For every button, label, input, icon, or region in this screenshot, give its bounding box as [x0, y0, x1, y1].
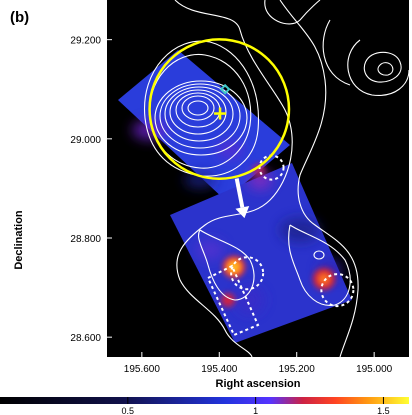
- x-axis-label: Right ascension: [216, 378, 301, 390]
- y-axis: 29.200 29.000 28.800 28.600: [70, 36, 112, 344]
- contours: [144, 0, 409, 357]
- x-tick-label: 195.000: [356, 364, 393, 375]
- contour: [377, 62, 394, 76]
- contour: [164, 86, 234, 142]
- contour: [181, 95, 215, 121]
- offset-arrow: [234, 178, 250, 219]
- contour: [174, 0, 293, 357]
- contour: [313, 250, 325, 260]
- contour: [363, 51, 402, 83]
- y-tick-label: 28.800: [70, 234, 101, 245]
- colorbar-tick-label: 0.5: [122, 406, 135, 415]
- regions: [206, 154, 355, 337]
- x-tick-label: 195.400: [201, 364, 238, 375]
- contour: [154, 80, 248, 156]
- position-plus-marker: [214, 107, 227, 120]
- y-tick-label: 28.600: [70, 333, 101, 344]
- contour: [279, 0, 359, 357]
- contour: [169, 89, 227, 135]
- contour: [148, 53, 252, 169]
- image-strip-upper: [118, 50, 290, 200]
- source-label: ID32: [269, 39, 296, 54]
- colorbar-tick-label: 1.5: [377, 406, 390, 415]
- x-axis: 195.600 195.400 195.200 195.000: [124, 352, 393, 375]
- dashed-circle: [320, 273, 355, 308]
- contour: [159, 83, 241, 149]
- x-tick-label: 195.600: [124, 364, 161, 375]
- contour: [347, 39, 409, 96]
- y-tick-label: 29.200: [70, 36, 101, 47]
- x-tick-label: 195.200: [279, 364, 316, 375]
- y-tick-label: 29.000: [70, 135, 101, 146]
- dashed-slit: [206, 264, 260, 337]
- contour: [198, 229, 255, 301]
- contour-core: [187, 100, 209, 116]
- colorbar: [0, 397, 409, 404]
- colorbar-ticks: 0.5 1 1.5: [122, 397, 390, 415]
- contour: [322, 19, 351, 86]
- plot-content: ID32: [118, 0, 409, 357]
- panel-label: (b): [10, 9, 29, 26]
- contour: [288, 224, 351, 306]
- position-diamond-marker: [219, 83, 231, 95]
- y-axis-label: Declination: [13, 210, 25, 270]
- contour: [144, 40, 260, 177]
- image-strip-lower: [170, 163, 352, 343]
- source-circle: [148, 38, 291, 181]
- dashed-circle: [230, 256, 265, 291]
- colorbar-tick-label: 1: [253, 406, 258, 415]
- contour: [264, 0, 321, 25]
